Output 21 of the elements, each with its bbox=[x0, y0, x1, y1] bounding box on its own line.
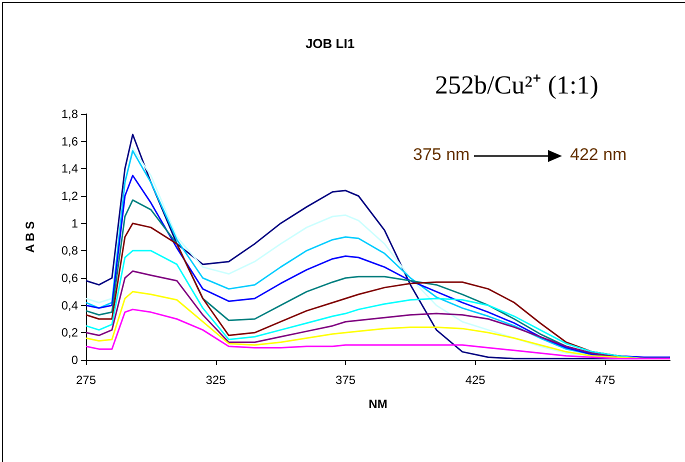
text: 252b/Cu²⁺ (1:1) bbox=[435, 70, 598, 100]
y-tick-label: 0,8 bbox=[61, 244, 78, 258]
chart-title: JOB LI1 bbox=[305, 36, 355, 51]
x-tick-label: 475 bbox=[595, 373, 616, 387]
y-tick-label: 1,8 bbox=[61, 107, 78, 121]
y-tick-label: 0,2 bbox=[61, 326, 78, 340]
y-axis-title: A B S bbox=[23, 221, 37, 253]
y-tick-label: 1,6 bbox=[61, 134, 78, 148]
y-tick-label: 1,4 bbox=[61, 162, 78, 176]
x-axis-title: NM bbox=[368, 397, 388, 411]
x-tick-label: 425 bbox=[465, 373, 486, 387]
x-tick-label: 325 bbox=[206, 373, 226, 387]
annotation: 375 nm bbox=[413, 145, 470, 164]
x-tick-label: 375 bbox=[336, 373, 356, 387]
y-tick-label: 0,4 bbox=[61, 298, 78, 312]
y-tick-label: 0 bbox=[71, 353, 78, 367]
y-tick-label: 1 bbox=[71, 216, 78, 230]
y-tick-label: 1,2 bbox=[61, 189, 78, 203]
annotation: 422 nm bbox=[570, 145, 627, 164]
x-tick-label: 275 bbox=[76, 373, 96, 387]
y-tick-label: 0,6 bbox=[61, 271, 78, 285]
